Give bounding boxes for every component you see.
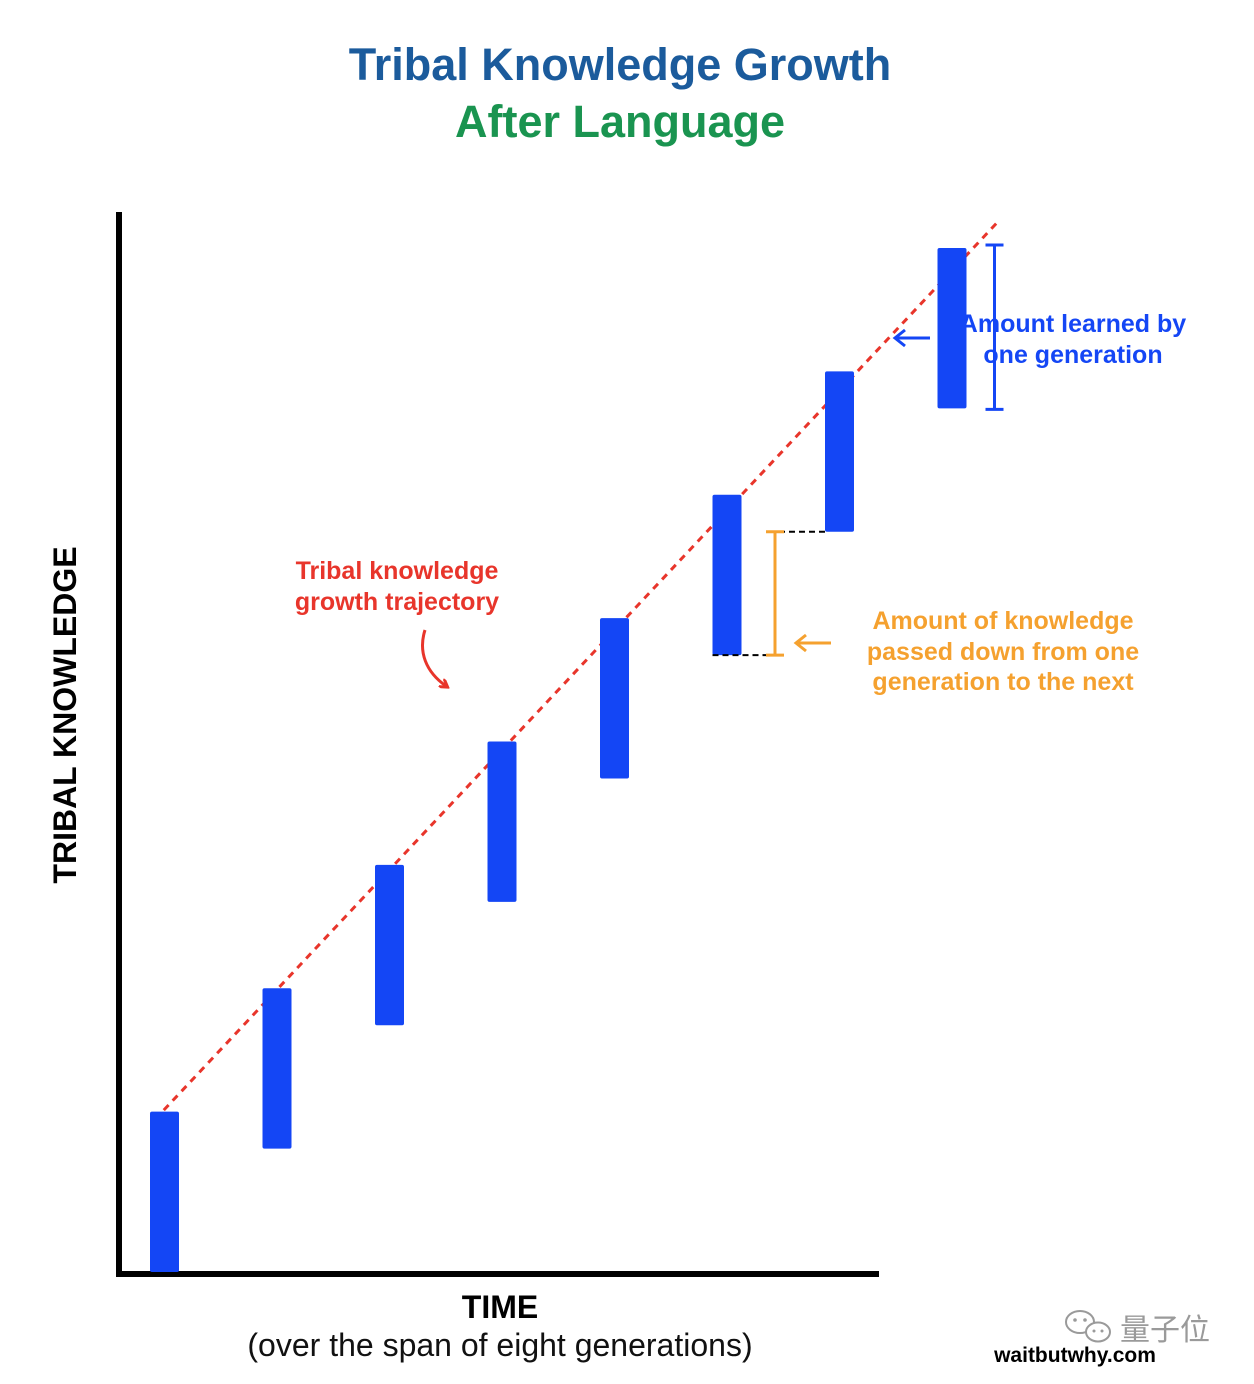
- bar-4: [487, 741, 517, 902]
- brand-watermark: 量子位: [1120, 1313, 1210, 1348]
- bar-1: [150, 1111, 179, 1272]
- bar-6: [712, 494, 742, 656]
- site-watermark: waitbutwhy.com: [993, 1344, 1156, 1367]
- bar-5: [600, 618, 629, 779]
- passed-label-line1: Amount of knowledge: [872, 607, 1133, 635]
- bar-8: [937, 248, 967, 409]
- x-axis-label: TIME: [462, 1289, 538, 1325]
- x-axis-sublabel: (over the span of eight generations): [247, 1327, 752, 1363]
- bar-7: [825, 371, 854, 532]
- learned-bracket: [985, 243, 1004, 411]
- bar-2: [262, 988, 292, 1149]
- y-axis-label: TRIBAL KNOWLEDGE: [47, 546, 83, 883]
- passed-label-line3: generation to the next: [872, 668, 1134, 696]
- trajectory-line: [153, 219, 1000, 1121]
- learned-label-line2: one generation: [983, 341, 1162, 369]
- bars-group: [150, 248, 967, 1272]
- passed-bracket: [766, 530, 784, 657]
- wechat-logo-icon: [1065, 1310, 1111, 1343]
- trajectory-label-line2: growth trajectory: [295, 588, 499, 616]
- trajectory-pointer-arrow: [421, 629, 446, 686]
- learned-arrow: [892, 328, 930, 348]
- chart-subtitle: After Language: [455, 96, 785, 147]
- bar-3: [375, 864, 404, 1026]
- trajectory-label-line1: Tribal knowledge: [296, 557, 499, 585]
- passed-arrow: [793, 633, 831, 653]
- passed-label-line2: passed down from one: [867, 638, 1139, 666]
- learned-label-line1: Amount learned by: [960, 310, 1187, 338]
- chart-title: Tribal Knowledge Growth: [349, 39, 892, 90]
